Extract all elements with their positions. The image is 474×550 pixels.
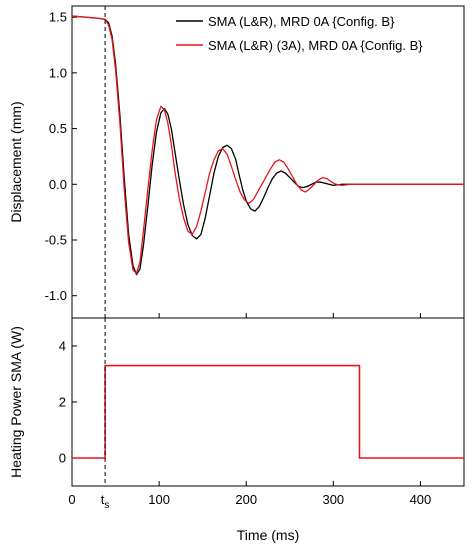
top-y-tick-label: -0.5 [45,233,67,248]
legend-label-black: SMA (L&R), MRD 0A {Config. B} [208,14,395,29]
bottom-y-tick-label: 0 [59,451,66,466]
bottom-x-tick-label: 400 [410,492,432,507]
top-y-tick-label: 0.5 [49,121,67,136]
bottom-panel: 024 0 100 200 300 400 Heating Power SMA (W) … [8,317,465,543]
top-x-ticks [71,313,421,318]
top-y-tick-label: 0.0 [49,177,67,192]
bottom-series-0 [72,364,464,459]
top-y-tick-label: 1.5 [49,10,67,25]
bottom-y-tick-label: 4 [59,339,66,354]
top-y-tick-label: -1.0 [45,288,67,303]
ts-label-sub: s [104,500,109,511]
ts-label: ts [101,492,110,511]
bottom-y-ticks: 0 2 4 [59,339,77,466]
top-y-axis-label: Displacement (mm) [8,101,24,222]
bottom-x-tick-label: 200 [235,492,257,507]
bottom-x-tick-label: 100 [148,492,170,507]
bottom-series-group [72,364,464,459]
bottom-y-axis-label: Heating Power SMA (W) [8,326,24,478]
top-panel: -1.0 -0.5 0.0 0.5 1.0 1.5 Displacement (mm) S… [8,5,465,319]
ts-label-main: t [101,492,105,507]
bottom-x-tick-label: 300 [322,492,344,507]
top-series-0 [71,15,464,276]
top-series-1 [71,15,464,275]
top-series-group [71,15,464,276]
legend: SMA (L&R), MRD 0A {Config. B} SMA (L&R) … [176,14,423,53]
bottom-y-tick-label: 2 [59,395,66,410]
top-y-ticks: -1.0 -0.5 0.0 0.5 1.0 1.5 [45,10,77,303]
bottom-x-tick-label: 0 [68,492,75,507]
x-axis-label: Time (ms) [237,527,299,543]
bottom-plot-frame [71,317,465,487]
legend-label-red: SMA (L&R) (3A), MRD 0A {Config. B} [208,38,423,53]
top-y-tick-label: 1.0 [49,65,67,80]
bottom-x-ticks: 0 100 200 300 400 [68,481,431,507]
